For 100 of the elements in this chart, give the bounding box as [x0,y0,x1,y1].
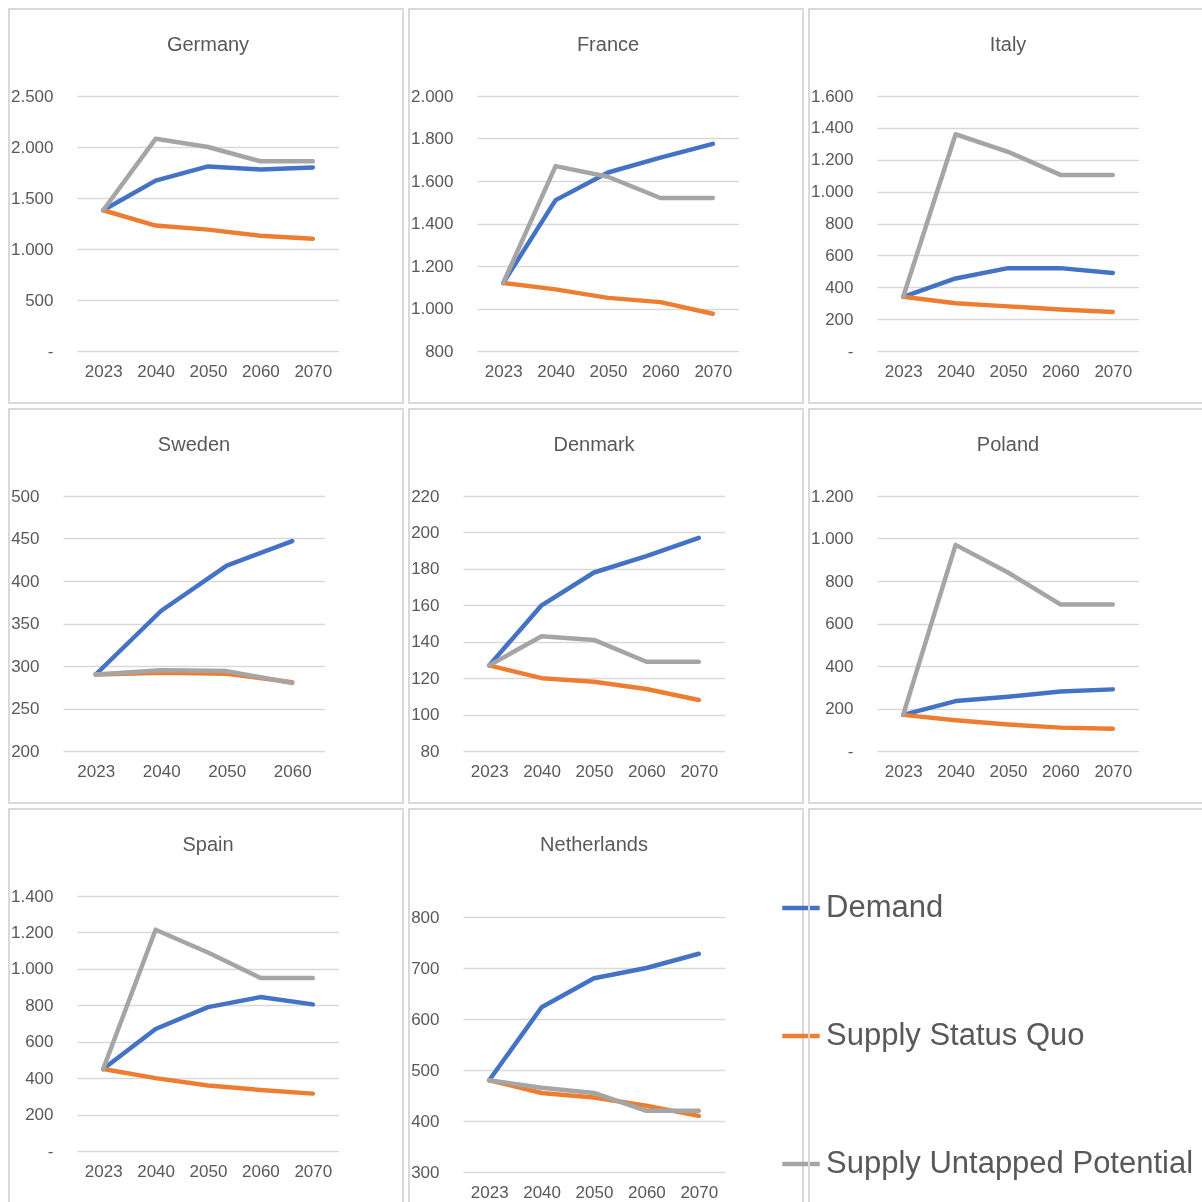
x-tick-label: 2070 [680,1182,719,1202]
x-tick-label: 2070 [1094,361,1133,381]
x-tick-label: 2040 [937,761,976,781]
y-tick-label: 800 [425,341,454,361]
y-tick-label: 80 [420,741,440,761]
line-series [900,712,1116,731]
y-tick-label: 800 [825,214,854,233]
y-tick-label: - [47,1141,54,1161]
y-tick-label: 1.200 [10,922,54,942]
y-tick-label: 500 [25,290,54,310]
y-tick-label: - [47,341,54,361]
y-tick-label: 1.800 [410,129,454,148]
y-tick-label: 300 [411,1162,440,1182]
line-series [486,634,702,668]
y-tick-label: 400 [11,571,40,591]
x-tick-label: 2060 [241,361,280,381]
chart-title: Netherlands [540,833,648,855]
x-tick-label: 2050 [208,761,247,781]
line-series [500,163,716,286]
line-series [900,542,1116,718]
y-tick-label: 1.400 [10,886,54,906]
x-tick-label: 2023 [470,761,509,781]
y-tick-label: 1.000 [10,239,54,259]
x-tick-label: 2050 [575,761,614,781]
x-tick-label: 2060 [641,361,680,381]
chart-title: Germany [166,33,250,55]
x-tick-label: 2040 [523,761,562,781]
y-tick-label: 200 [11,741,40,761]
y-tick-label: 1.000 [10,959,54,979]
y-tick-label: 220 [411,486,440,506]
x-tick-label: 2040 [523,1182,562,1202]
x-tick-label: 2050 [989,361,1028,381]
y-tick-label: 200 [411,522,440,542]
y-tick-label: 2.000 [410,86,454,106]
y-tick-label: 2.500 [10,86,54,106]
y-tick-label: 600 [25,1032,54,1052]
x-tick-label: 2040 [537,361,576,381]
y-tick-label: 1.000 [810,529,854,548]
x-tick-label: 2060 [273,761,312,781]
x-tick-label: 2023 [884,761,923,781]
line-series [100,927,316,1072]
x-tick-label: 2040 [142,761,181,781]
x-tick-label: 2060 [241,1161,280,1181]
y-tick-label: 160 [411,595,440,615]
x-tick-label: 2060 [1041,361,1080,381]
x-tick-label: 2040 [937,361,976,381]
x-tick-label: 2023 [84,361,123,381]
line-series [500,280,716,317]
x-tick-label: 2070 [694,361,733,381]
x-tick-label: 2070 [1094,761,1133,781]
x-tick-label: 2050 [575,1182,614,1202]
y-tick-label: 1.500 [10,188,54,208]
y-tick-label: 200 [825,309,854,329]
y-tick-label: 250 [11,699,40,718]
line-series [100,136,316,213]
y-tick-label: - [847,341,854,361]
x-tick-label: 2070 [680,761,719,781]
y-tick-label: 300 [11,656,40,676]
x-tick-label: 2070 [294,1161,333,1181]
y-tick-label: 2.000 [10,137,54,157]
line-series [900,132,1116,300]
y-tick-label: 800 [825,571,854,591]
y-tick-label: 1.000 [810,182,854,202]
y-tick-label: 200 [825,699,854,718]
y-tick-label: 400 [825,656,854,676]
y-tick-label: 600 [825,614,854,633]
legend-label: Demand [826,889,944,924]
x-tick-label: 2023 [77,761,116,781]
y-tick-label: 1.200 [810,486,854,506]
y-tick-label: 100 [411,705,440,725]
y-tick-label: 800 [411,907,440,927]
chart-title: France [576,33,640,55]
y-tick-label: 1.600 [410,171,454,191]
x-tick-label: 2050 [989,761,1028,781]
y-tick-label: 450 [11,529,40,548]
legend-label: Supply Untapped Potential [826,1145,1194,1180]
x-tick-label: 2070 [294,361,333,381]
chart-title: Poland [976,433,1040,455]
x-tick-label: 2023 [470,1182,509,1202]
chart-title: Sweden [157,433,231,455]
x-tick-label: 2060 [1041,761,1080,781]
y-tick-label: 1.000 [410,299,454,318]
x-tick-label: 2023 [484,361,523,381]
x-tick-label: 2040 [137,1161,176,1181]
y-tick-label: 140 [411,632,440,652]
y-tick-label: 1.400 [810,118,854,138]
x-tick-label: 2050 [189,1161,228,1181]
x-tick-label: 2060 [627,1182,666,1202]
y-tick-label: 500 [411,1060,440,1080]
y-tick-label: 120 [411,668,440,688]
y-tick-label: 500 [11,486,40,506]
chart-title: Spain [182,833,234,855]
y-tick-label: 1.600 [810,86,854,106]
x-tick-label: 2060 [627,761,666,781]
y-tick-label: 1.200 [810,150,854,170]
y-tick-label: 400 [25,1068,54,1088]
y-tick-label: 180 [411,559,440,579]
chart-title: Italy [989,33,1027,55]
x-tick-label: 2050 [189,361,228,381]
y-tick-label: 600 [825,245,854,265]
